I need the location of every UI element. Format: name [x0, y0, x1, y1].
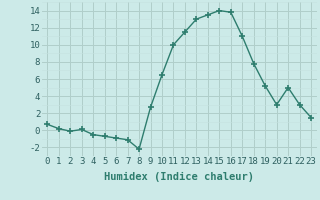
X-axis label: Humidex (Indice chaleur): Humidex (Indice chaleur) [104, 172, 254, 182]
